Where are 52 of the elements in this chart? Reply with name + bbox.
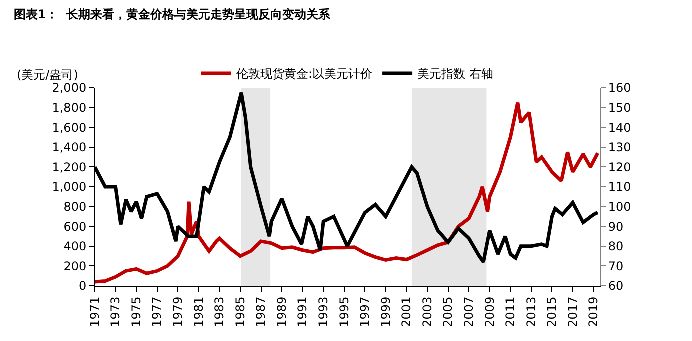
y2-tick-label: 60 [608,279,624,294]
x-tick-label: 2019 [586,296,601,328]
x-tick-label: 1991 [296,296,310,328]
x-tick-label: 1979 [171,296,186,328]
y2-tick-label: 110 [608,180,632,194]
chart-title: 图表1： 长期来看，黄金价格与美元走势呈现反向变动关系 [14,8,332,22]
x-tick-label: 2007 [462,296,476,328]
x-tick-label: 1999 [378,296,393,328]
y-tick-label: 1,800 [52,101,87,115]
x-tick-label: 2017 [566,296,580,328]
x-tick-label: 2003 [420,296,434,328]
y-tick-label: 2,000 [52,81,87,96]
x-tick-label: 1987 [254,296,268,328]
x-tick-label: 2009 [482,296,497,328]
legend-label: 美元指数 右轴 [418,67,494,82]
y-tick-label: 1,000 [52,180,87,194]
x-tick-label: 1973 [108,296,123,328]
y-tick-label: 1,600 [52,120,87,135]
y-tick-label: 0 [78,279,87,294]
y2-tick-label: 140 [608,120,632,135]
x-tick-label: 1971 [88,296,102,328]
y2-tick-label: 130 [608,140,632,155]
x-tick-label: 2013 [524,296,538,328]
y2-tick-label: 150 [608,101,632,115]
y-axis-title: (美元/盎司) [17,68,78,82]
x-tick-label: 1995 [337,296,352,328]
x-tick-label: 1993 [316,296,330,328]
legend-label: 伦敦现货黄金:以美元计价 [236,67,373,82]
y2-tick-label: 120 [608,160,632,174]
y2-tick-label: 100 [608,200,632,214]
x-tick-label: 2015 [545,296,560,328]
line-series [95,101,600,284]
y-tick-label: 1,200 [52,160,87,174]
y2-tick-label: 90 [608,220,624,234]
x-tick-label: 2011 [504,296,518,328]
x-tick-label: 1983 [212,296,227,328]
y2-tick-label: 160 [608,81,632,96]
x-tick-label: 1977 [150,296,164,328]
x-tick-label: 1989 [274,296,289,328]
y-tick-label: 600 [64,220,87,234]
y-tick-label: 200 [64,259,87,274]
x-tick-label: 1997 [358,296,372,328]
x-tick-label: 2001 [400,296,414,328]
y2-tick-label: 80 [608,240,624,254]
y-tick-label: 400 [64,240,87,254]
y2-tick-label: 70 [608,259,624,274]
x-tick-label: 1981 [192,296,206,328]
x-tick-label: 1985 [233,296,248,328]
x-tick-label: 1975 [129,296,144,328]
y-tick-label: 1,400 [52,140,87,155]
y-tick-label: 800 [64,200,87,214]
x-tick-label: 2005 [441,296,456,328]
